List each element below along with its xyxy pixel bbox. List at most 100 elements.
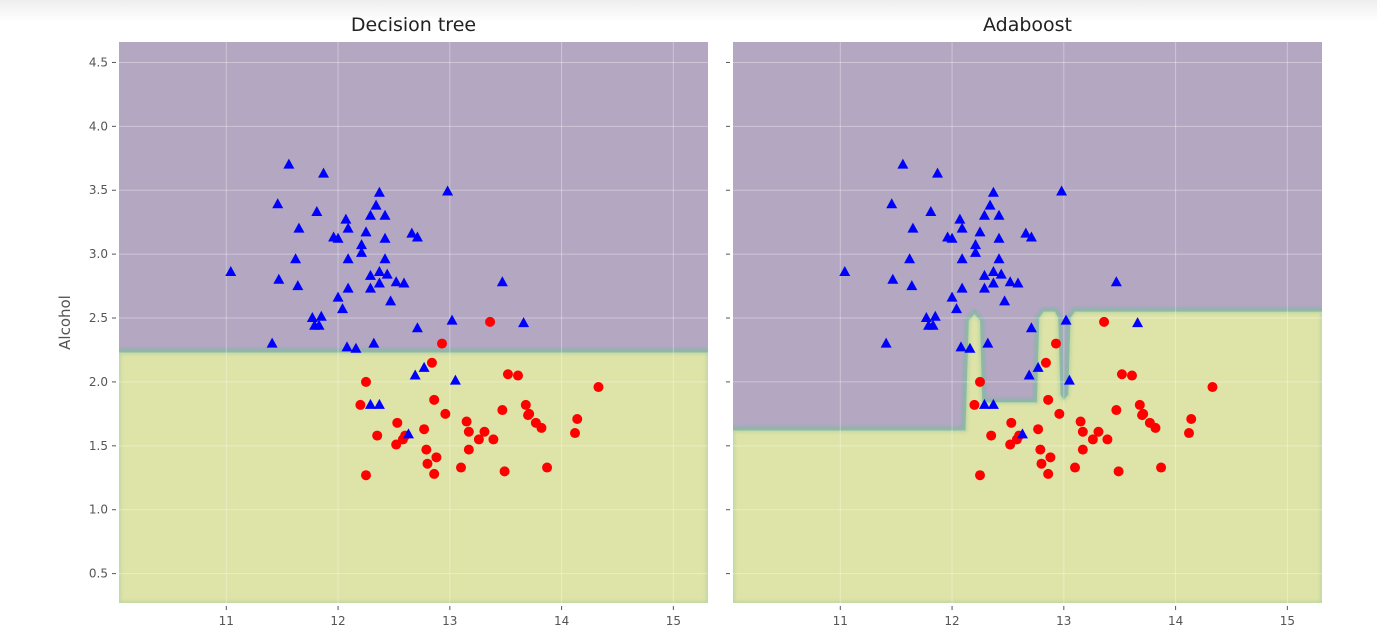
data-point-class1 bbox=[499, 466, 510, 477]
data-point-class0 bbox=[999, 295, 1011, 306]
data-point-class0 bbox=[364, 209, 376, 220]
data-point-class0 bbox=[342, 282, 354, 293]
decision-region bbox=[119, 349, 708, 603]
data-point-class1 bbox=[429, 468, 440, 479]
y-tick-label: 3.0 bbox=[89, 247, 108, 261]
data-point-class0 bbox=[978, 269, 990, 280]
data-point-class0 bbox=[381, 268, 393, 279]
data-point-class0 bbox=[993, 209, 1005, 220]
data-point-class1 bbox=[1134, 399, 1145, 410]
data-point-class0 bbox=[350, 342, 362, 353]
data-point-class0 bbox=[1032, 361, 1044, 372]
data-point-class0 bbox=[402, 428, 414, 439]
data-point-class0 bbox=[956, 282, 968, 293]
data-point-class0 bbox=[1023, 369, 1035, 380]
data-point-class0 bbox=[364, 398, 376, 409]
data-point-class1 bbox=[392, 417, 403, 428]
x-tick-label: 11 bbox=[219, 614, 234, 628]
data-point-class0 bbox=[1016, 428, 1028, 439]
data-point-class0 bbox=[954, 213, 966, 224]
data-point-class1 bbox=[437, 338, 447, 349]
data-point-class0 bbox=[370, 199, 382, 210]
data-point-class1 bbox=[986, 430, 997, 441]
data-point-class1 bbox=[372, 430, 383, 441]
data-point-class0 bbox=[1110, 276, 1122, 287]
data-point-class0 bbox=[292, 280, 304, 291]
data-point-class0 bbox=[360, 226, 372, 237]
data-point-class1 bbox=[1137, 410, 1148, 421]
data-point-class0 bbox=[906, 280, 918, 291]
data-point-class1 bbox=[429, 394, 440, 405]
data-point-class1 bbox=[1127, 370, 1137, 381]
notebook-output-header bbox=[0, 0, 1377, 22]
data-point-class0 bbox=[406, 227, 418, 238]
data-point-class0 bbox=[946, 232, 958, 243]
data-point-class1 bbox=[513, 370, 523, 381]
data-point-class0 bbox=[955, 341, 967, 352]
data-point-class0 bbox=[956, 222, 968, 233]
data-point-class1 bbox=[572, 413, 583, 424]
data-point-class0 bbox=[332, 291, 344, 302]
data-point-class1 bbox=[463, 426, 474, 437]
data-point-class0 bbox=[1004, 276, 1016, 287]
data-point-class0 bbox=[225, 266, 237, 277]
data-point-class1 bbox=[1006, 417, 1017, 428]
data-point-class0 bbox=[929, 310, 941, 321]
data-point-class1 bbox=[1043, 394, 1054, 405]
data-point-class1 bbox=[463, 444, 474, 455]
data-point-class0 bbox=[373, 277, 385, 288]
data-point-class1 bbox=[1005, 439, 1016, 450]
data-point-class0 bbox=[306, 312, 318, 323]
data-point-class1 bbox=[361, 470, 371, 481]
data-point-class0 bbox=[987, 266, 999, 277]
data-point-class1 bbox=[969, 399, 980, 410]
decision-region bbox=[733, 308, 1322, 603]
data-point-class1 bbox=[1075, 416, 1086, 427]
data-point-class0 bbox=[409, 369, 421, 380]
data-point-class1 bbox=[1040, 357, 1051, 368]
y-tick-label: 1.0 bbox=[89, 503, 108, 517]
data-point-class0 bbox=[993, 253, 1005, 264]
data-point-class0 bbox=[993, 232, 1005, 243]
data-point-class1 bbox=[1087, 434, 1098, 445]
data-point-class0 bbox=[995, 268, 1007, 279]
x-tick-label: 11 bbox=[833, 614, 848, 628]
axes-panel-1: 11 12 13 14 15 0.5 1.0 1.5 2.0 2.5 3.0 3.5 4.0 4.5 Dec… bbox=[56, 14, 708, 628]
data-point-class0 bbox=[293, 222, 305, 233]
data-point-class0 bbox=[904, 253, 916, 264]
data-point-class1 bbox=[440, 408, 451, 419]
data-point-class0 bbox=[1063, 374, 1075, 385]
data-point-class1 bbox=[1111, 405, 1122, 416]
data-point-class0 bbox=[518, 317, 530, 328]
y-tick-label: 2.0 bbox=[89, 375, 108, 389]
data-point-class1 bbox=[1077, 444, 1088, 455]
data-point-class0 bbox=[379, 209, 391, 220]
x-tick-label: 12 bbox=[330, 614, 345, 628]
data-point-class0 bbox=[446, 314, 458, 325]
data-point-class0 bbox=[364, 269, 376, 280]
data-point-class0 bbox=[332, 232, 344, 243]
data-point-class1 bbox=[1035, 444, 1046, 455]
data-point-class0 bbox=[266, 337, 278, 348]
data-point-class1 bbox=[1036, 458, 1047, 469]
data-point-class0 bbox=[880, 337, 892, 348]
data-point-class1 bbox=[421, 444, 432, 455]
data-point-class0 bbox=[1020, 227, 1032, 238]
data-point-class1 bbox=[1102, 434, 1113, 445]
data-point-class1 bbox=[1033, 424, 1044, 435]
x-tick-label: 14 bbox=[554, 614, 569, 628]
data-point-class0 bbox=[379, 232, 391, 243]
y-tick-label: 3.5 bbox=[89, 183, 108, 197]
data-point-class0 bbox=[379, 253, 391, 264]
region-class1 bbox=[119, 352, 708, 603]
data-point-class0 bbox=[364, 282, 376, 293]
y-tick-label: 2.5 bbox=[89, 311, 108, 325]
data-points bbox=[839, 158, 1218, 481]
data-point-class0 bbox=[496, 276, 508, 287]
x-tick-label: 13 bbox=[1056, 614, 1071, 628]
data-point-class0 bbox=[956, 253, 968, 264]
data-point-class1 bbox=[1150, 422, 1161, 433]
data-point-class1 bbox=[1184, 428, 1194, 439]
chart-title: Adaboost bbox=[983, 14, 1072, 36]
